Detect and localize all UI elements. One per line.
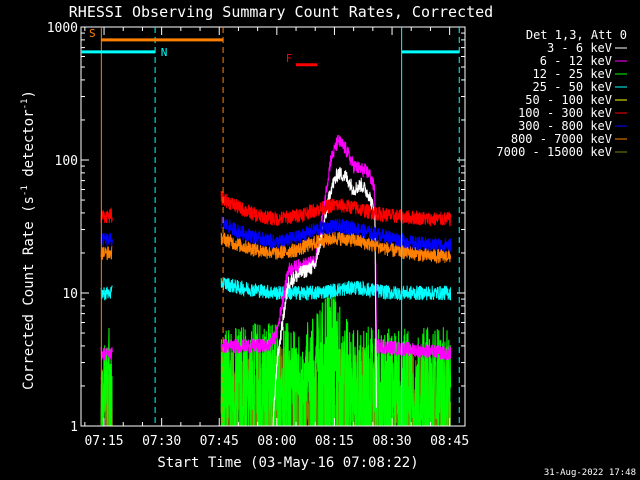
series-line — [100, 216, 452, 253]
annotation-label: F — [286, 52, 293, 65]
annotations: S N F — [81, 27, 460, 426]
series-line — [100, 134, 452, 361]
legend-label: 7000 - 15000 keV — [496, 145, 612, 159]
legend-label: 50 - 100 keV — [525, 93, 612, 107]
legend-label: 800 - 7000 keV — [511, 132, 612, 146]
plot-area — [100, 134, 452, 426]
y-tick-label: 1000 — [47, 21, 78, 36]
x-axis: 07:15 07:30 07:45 08:00 08:15 08:30 08:45 — [84, 27, 469, 449]
x-tick-label: 07:15 — [84, 434, 123, 449]
x-axis-label: Start Time (03-May-16 07:08:22) — [157, 455, 418, 471]
series-line — [100, 190, 452, 227]
legend-label: 300 - 800 keV — [518, 119, 612, 133]
x-tick-label: 07:45 — [200, 434, 239, 449]
x-tick-label: 07:30 — [142, 434, 181, 449]
x-tick-label: 08:45 — [430, 434, 469, 449]
plot-frame — [80, 26, 466, 427]
legend-label: 12 - 25 keV — [533, 67, 612, 81]
legend-label: 25 - 50 keV — [533, 80, 612, 94]
timestamp: 31-Aug-2022 17:48 — [544, 468, 636, 478]
x-tick-label: 08:30 — [372, 434, 411, 449]
y-tick-label: 1 — [70, 420, 78, 435]
x-tick-label: 08:15 — [315, 434, 354, 449]
legend-label: 3 - 6 keV — [547, 41, 612, 55]
y-tick-label: 10 — [62, 287, 78, 302]
y-axis: 1 10 100 1000 — [47, 21, 465, 435]
annotation-label: N — [161, 46, 168, 59]
legend-label: 100 - 300 keV — [518, 106, 612, 120]
x-tick-label: 08:00 — [257, 434, 296, 449]
y-tick-label: 100 — [55, 154, 78, 169]
series-line — [272, 166, 377, 426]
legend-label: 6 - 12 keV — [540, 54, 612, 68]
chart-title: RHESSI Observing Summary Count Rates, Co… — [69, 3, 493, 21]
series-line — [100, 277, 452, 301]
annotation-label: S — [89, 27, 96, 40]
legend-header: Det 1,3, Att 0 — [526, 28, 627, 42]
y-axis-label: Corrected Count Rate (s-1 detector-1) — [20, 90, 37, 390]
